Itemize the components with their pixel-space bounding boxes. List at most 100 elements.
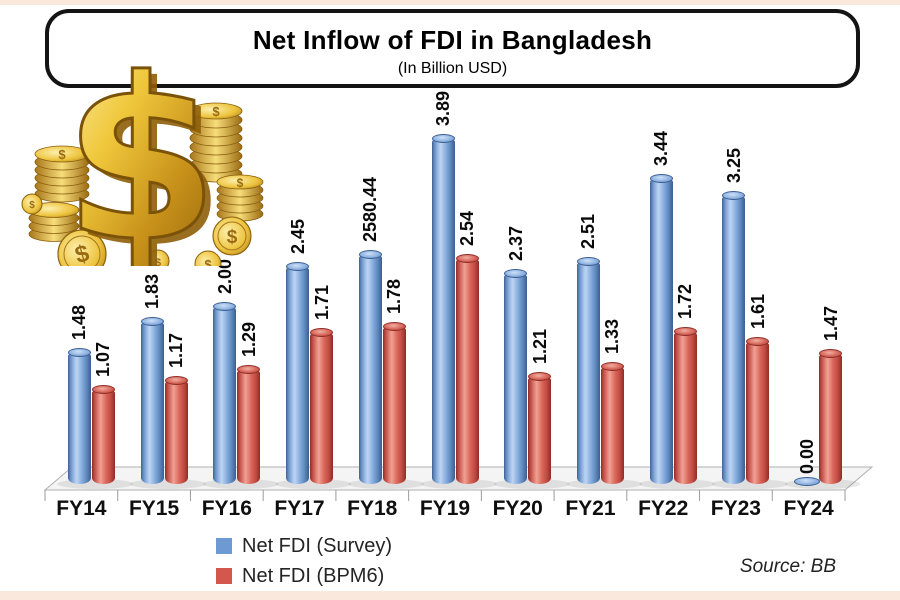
- bar-cap-blue-FY20: [504, 269, 528, 278]
- x-axis-label-FY19: FY19: [419, 497, 471, 520]
- chart-title: Net Inflow of FDI in Bangladesh: [252, 25, 653, 55]
- svg-text:$: $: [29, 200, 35, 211]
- bar-red-FY15: [164, 380, 188, 484]
- top-border-strip: [0, 0, 900, 5]
- source-note: Source: BB: [739, 556, 836, 577]
- bar-cap-blue-FY18: [358, 250, 382, 259]
- bar-blue-FY19: [431, 138, 455, 484]
- data-label-blue-FY14: 1.48: [69, 304, 90, 340]
- x-axis-label-FY15: FY15: [128, 497, 180, 520]
- bar-cap-blue-FY15: [140, 317, 164, 326]
- data-label-blue-FY23: 3.25: [723, 147, 744, 183]
- svg-text:$: $: [58, 147, 66, 162]
- data-label-blue-FY24: 0.00: [796, 438, 817, 474]
- x-axis-label-FY24: FY24: [783, 497, 834, 520]
- data-label-blue-FY21: 2.51: [578, 213, 599, 249]
- bar-cap-red-FY19: [455, 254, 479, 263]
- chart-subtitle: (In Billion USD): [397, 60, 508, 77]
- bar-cap-red-FY18: [382, 322, 406, 331]
- bar-blue-FY15: [140, 321, 164, 484]
- bar-cap-red-FY21: [600, 362, 624, 371]
- svg-text:$: $: [227, 227, 238, 248]
- data-label-red-FY15: 1.17: [166, 332, 187, 368]
- x-axis-label-FY18: FY18: [347, 497, 398, 520]
- bar-red-FY14: [91, 389, 115, 484]
- legend-label-bpm6: Net FDI (BPM6): [242, 564, 385, 587]
- svg-text:$: $: [155, 257, 161, 266]
- coin-stack-right-tall: $: [189, 102, 243, 183]
- data-label-blue-FY15: 1.83: [142, 273, 163, 309]
- coin-stack-left-upper: $: [34, 145, 90, 203]
- bar-cap-blue-FY21: [576, 257, 600, 266]
- data-label-blue-FY18: 2580.44: [360, 176, 381, 242]
- bar-blue-FY16: [213, 306, 237, 484]
- bar-red-FY24: [819, 353, 843, 484]
- legend-item-survey: Net FDI (Survey): [216, 531, 392, 561]
- x-axis-label-FY16: FY16: [201, 497, 252, 520]
- bar-red-FY19: [455, 258, 479, 484]
- x-axis-label-FY17: FY17: [274, 497, 325, 520]
- bar-cap-red-FY20: [528, 372, 552, 381]
- legend-label-survey: Net FDI (Survey): [242, 534, 393, 557]
- bar-blue-FY21: [576, 261, 600, 484]
- data-label-blue-FY19: 3.89: [433, 90, 453, 126]
- data-label-red-FY18: 1.78: [384, 278, 405, 314]
- bar-red-FY20: [528, 376, 552, 484]
- bar-red-FY21: [600, 366, 624, 484]
- bar-red-FY23: [746, 341, 770, 484]
- bar-cap-blue-FY14: [67, 348, 91, 357]
- data-label-red-FY20: 1.21: [529, 328, 550, 364]
- bar-cap-blue-FY22: [649, 174, 673, 183]
- gold-dollar-coins-graphic: $ $ $: [21, 29, 264, 267]
- legend-swatch-bpm6: [216, 568, 232, 584]
- bar-cap-red-FY15: [164, 376, 188, 385]
- data-label-red-FY17: 1.71: [311, 284, 332, 320]
- x-axis-label-FY23: FY23: [710, 497, 761, 520]
- bar-cap-red-FY17: [310, 328, 334, 337]
- x-axis-label-FY21: FY21: [565, 497, 616, 520]
- legend-item-bpm6: Net FDI (BPM6): [216, 561, 392, 591]
- bar-blue-FY18: [358, 254, 382, 484]
- bar-blue-FY14: [67, 352, 91, 484]
- data-label-red-FY23: 1.61: [747, 293, 768, 329]
- data-label-red-FY19: 2.54: [457, 210, 477, 246]
- x-axis-label-FY20: FY20: [492, 497, 543, 520]
- legend: Net FDI (Survey) Net FDI (BPM6): [216, 531, 392, 591]
- bar-cap-blue-FY16: [213, 302, 237, 311]
- data-label-red-FY21: 1.33: [602, 318, 623, 354]
- data-label-red-FY24: 1.47: [820, 305, 841, 341]
- bar-red-FY18: [382, 326, 406, 484]
- bar-cap-red-FY24: [819, 349, 843, 358]
- data-label-blue-FY20: 2.37: [505, 225, 526, 261]
- x-axis-label-FY22: FY22: [638, 497, 689, 520]
- svg-text:$: $: [204, 257, 212, 266]
- data-label-red-FY22: 1.72: [675, 283, 696, 319]
- data-label-blue-FY17: 2.45: [287, 218, 308, 254]
- bar-cap-blue-FY19: [431, 134, 455, 143]
- bar-cap-red-FY16: [237, 365, 261, 374]
- bar-red-FY17: [310, 332, 334, 484]
- data-label-red-FY14: 1.07: [93, 341, 114, 377]
- data-label-blue-FY22: 3.44: [651, 130, 672, 166]
- loose-coins: $ $ $ $ $: [21, 193, 252, 266]
- svg-text:$: $: [70, 36, 226, 266]
- svg-text:$: $: [237, 176, 244, 190]
- bar-blue-FY17: [286, 266, 310, 484]
- bottom-border-strip: [0, 591, 900, 600]
- bar-red-FY22: [673, 331, 697, 484]
- bar-blue-FY23: [722, 195, 746, 484]
- svg-text:$: $: [63, 30, 219, 266]
- data-label-red-FY16: 1.29: [238, 321, 259, 357]
- bar-cap-red-FY22: [673, 327, 697, 336]
- bar-blue-FY22: [649, 178, 673, 484]
- x-axis-label-FY14: FY14: [56, 497, 107, 520]
- bar-cap-red-FY23: [746, 337, 770, 346]
- bar-red-FY16: [237, 369, 261, 484]
- bar-cap-red-FY14: [91, 385, 115, 394]
- dollar-sign-icon: $ $: [62, 29, 226, 267]
- legend-swatch-survey: [216, 538, 232, 554]
- bar-cap-blue-FY23: [722, 191, 746, 200]
- bar-blue-FY20: [504, 273, 528, 484]
- bar-blue-FY24-flat: [793, 477, 820, 486]
